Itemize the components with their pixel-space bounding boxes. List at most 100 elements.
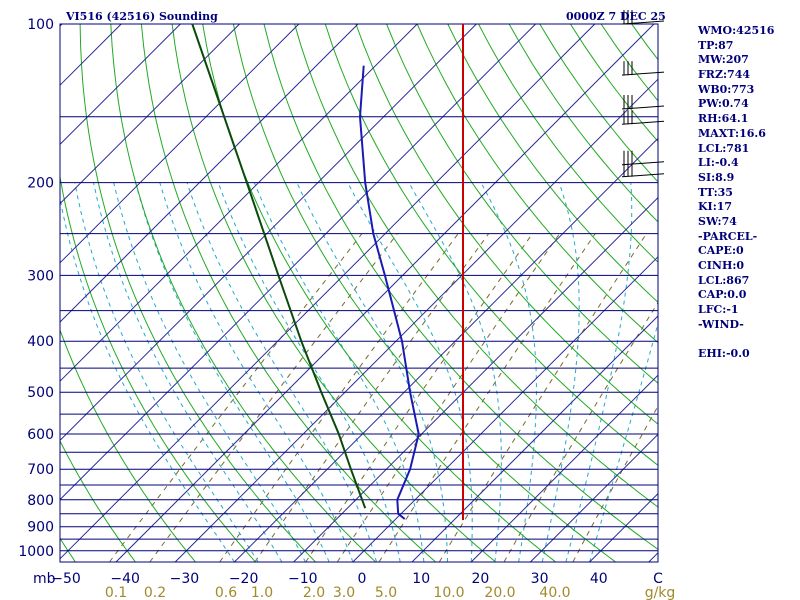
wind-barb [621,150,665,166]
chart-title: VI516 (42516) Sounding [66,10,218,23]
isotherm--80 [59,23,418,382]
dry-adiabat [171,23,496,563]
isotherm--30 [174,78,659,563]
moist-adiabat [408,182,502,563]
index-tp: TP:87 [698,38,734,52]
pressure-tick-labels: 100 200 300 400 500 600 700 800 900 1000 [18,17,54,560]
spacer [698,332,798,347]
index-ehi: EHI:-0.0 [698,347,750,361]
dry-adiabat [59,329,196,563]
isotherm-30 [530,434,659,563]
mixing-ratio-line [254,233,490,563]
mixing-ratio-label-10: g/kg [645,585,676,600]
index-li: LI:-0.4 [698,156,739,170]
mixing-ratio-label-2: 0.6 [215,585,237,600]
isotherm--120 [59,23,181,145]
wind-barb [621,10,665,25]
wind-barb [621,162,665,178]
section-parcel: -PARCEL- [698,229,758,243]
pressure-tick-400: 400 [27,334,54,350]
index-pw: PW:0.74 [698,97,749,111]
stability-indices-panel: WMO:42516 TP:87 MW:207 FRZ:744 WB0:773 P… [698,24,798,362]
wind-barb [621,95,665,110]
isotherm--20 [234,138,659,563]
index-cap: CAP:0.0 [698,288,747,302]
dry-adiabat [631,23,659,60]
wind-barb-shaft [621,71,665,76]
wind-barb-shaft [621,20,665,25]
isotherm--100 [59,23,300,264]
plot-frame [59,23,659,563]
dry-adiabat [386,23,659,384]
dry-adiabat [508,23,659,223]
moist-adiabat [186,182,377,563]
temperature-tick-4: −10 [288,571,318,587]
pressure-tick-200: 200 [27,176,54,192]
isotherm--70 [59,23,477,441]
moist-adiabat [480,182,537,563]
wind-barbs [621,10,665,178]
temperature-tick-6: 10 [412,571,430,587]
mixing-ratio-label-0: 0.1 [105,585,127,600]
index-cape: CAPE:0 [698,244,744,258]
moist-adiabat [93,182,283,563]
temperature-tick-7: 20 [471,571,489,587]
dry-adiabat [202,23,557,563]
pressure-tick-700: 700 [27,462,54,478]
moist-adiabat [113,182,306,563]
pressure-tick-100: 100 [27,17,54,33]
isotherm-0 [352,256,659,563]
mixing-ratio-label-6: 5.0 [375,585,397,600]
temperature-tick-labels: −50 −40 −30 −20 −10 0 10 20 30 40 C [51,571,663,587]
mixing-ratio-label-1: 0.2 [144,585,166,600]
temperature-trace [358,65,420,520]
index-wmo: WMO:42516 [698,24,775,37]
wind-barb-shaft [621,120,665,125]
pressure-tick-500: 500 [27,385,54,401]
pressure-tick-300: 300 [27,268,54,284]
mixing-ratio-line [438,233,647,563]
pressure-axis-label: mb [33,571,56,587]
wind-barb-shaft [621,105,665,110]
isobars [60,23,658,563]
index-si: SI:8.9 [698,170,735,184]
moist-adiabat [74,182,259,563]
wind-barb [621,110,665,125]
dry-adiabat [416,23,659,343]
temperature-tick-9: 40 [590,571,608,587]
isotherms [59,23,659,563]
dry-adiabat [324,23,659,466]
mixing-ratio-labels: 0.1 0.2 0.6 1.0 2.0 3.0 5.0 10.0 20.0 40.0 g/kg [105,585,675,600]
index-frz: FRZ:744 [698,68,751,82]
mixing-ratio-label-3: 1.0 [251,585,273,600]
temperature-tick-2: −30 [170,571,200,587]
isotherm--110 [59,23,240,204]
moist-adiabat [59,198,235,563]
moist-adiabat [347,182,473,563]
mixing-ratio-line [503,302,659,563]
dry-adiabat [539,23,659,183]
mixing-ratio-label-8: 20.0 [484,585,515,600]
isotherm--90 [59,23,359,323]
dry-adiabat [59,176,256,563]
index-ki: KI:17 [698,200,733,214]
index-sw: SW:74 [698,214,737,228]
valid-time: 0000Z 7 DEC 25 [566,10,666,23]
moist-adiabats [59,182,659,563]
index-lfc: LFC:-1 [698,303,739,317]
mixing-ratio-line [572,405,659,563]
dry-adiabats [59,23,659,563]
index-wb0: WB0:773 [698,82,755,96]
dry-adiabat [600,23,659,102]
index-maxt: MAXT:16.6 [698,126,766,140]
temperature-tick-5: 0 [358,571,367,587]
pressure-tick-1000: 1000 [18,544,54,560]
isotherm-10 [411,315,659,563]
parcel-line [191,23,367,509]
mixing-ratio-label-4: 2.0 [303,585,325,600]
dry-adiabat [478,23,659,263]
temperature-tick-8: 30 [531,571,549,587]
isotherm-20 [470,374,659,563]
pressure-tick-600: 600 [27,427,54,443]
